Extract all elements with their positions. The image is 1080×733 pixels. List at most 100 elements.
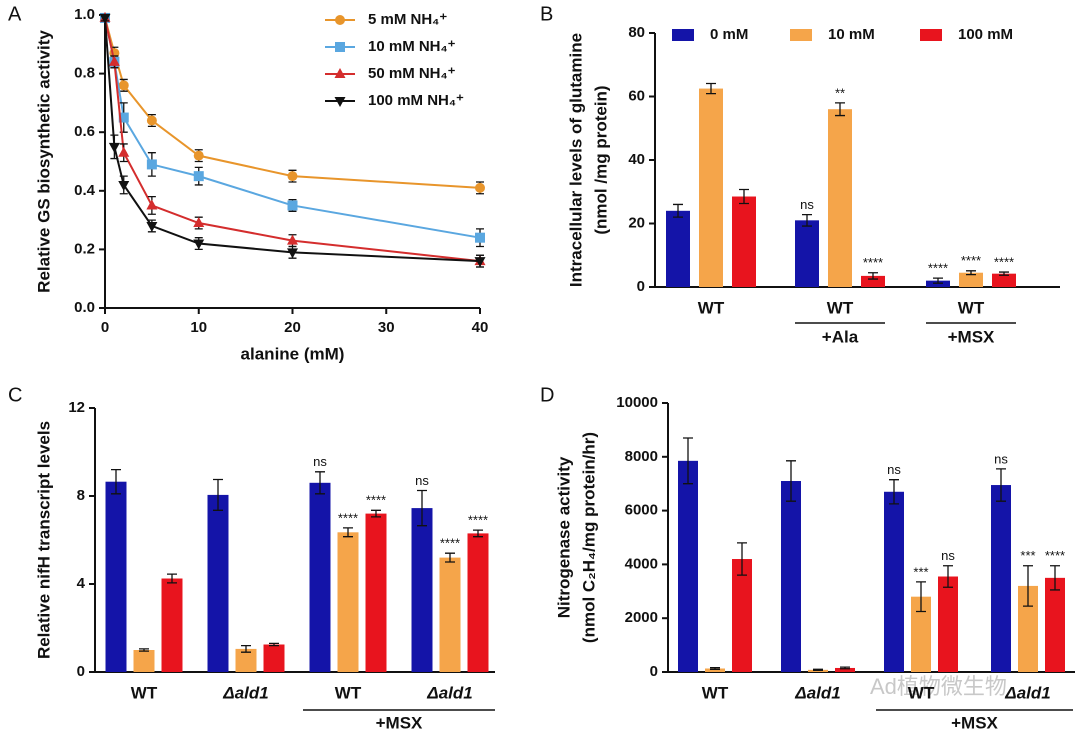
- y-axis-label: Intracellular levels of glutamine: [566, 33, 585, 287]
- error-bar: [802, 213, 812, 227]
- error-bar: [996, 468, 1006, 502]
- bar: [105, 481, 127, 672]
- error-bar: [786, 460, 796, 502]
- error-bar: [167, 573, 177, 584]
- marker: [287, 234, 298, 245]
- significance-label: ***: [913, 564, 928, 579]
- marker: [108, 55, 120, 66]
- panel-letter: B: [540, 3, 553, 25]
- x-tick-label: WT: [827, 298, 854, 317]
- significance-label: ****: [863, 255, 883, 270]
- error-bar: [835, 102, 845, 117]
- y-axis-label: (nmol C₂H₄/mg protein/hr): [579, 432, 598, 643]
- bar: [861, 275, 885, 287]
- legend-label: 50 mM NH₄⁺: [368, 65, 456, 82]
- bar: [678, 460, 698, 672]
- y-tick-label: 0: [77, 663, 85, 680]
- x-tick-label: WT: [131, 683, 158, 702]
- bar: [161, 578, 183, 672]
- y-tick-label: 1.0: [74, 6, 95, 23]
- marker: [474, 257, 486, 268]
- bar: [365, 513, 387, 672]
- error-bar: [943, 565, 953, 588]
- y-axis-label: (nmol /mg protein): [591, 85, 610, 234]
- significance-label: ****: [1045, 548, 1065, 563]
- y-tick-label: 0.8: [74, 65, 95, 82]
- x-tick-label: 20: [284, 319, 301, 336]
- significance-label: ns: [941, 548, 955, 563]
- error-bar: [889, 479, 899, 505]
- error-bar: [966, 270, 976, 276]
- marker: [475, 182, 485, 193]
- x-tick-label: WT: [702, 683, 729, 702]
- error-bar: [1050, 565, 1060, 591]
- y-tick-label: 8000: [625, 448, 658, 465]
- bar: [828, 109, 852, 287]
- legend-label: 0 mM: [710, 26, 748, 43]
- panel-letter: C: [8, 384, 22, 406]
- bar: [439, 557, 461, 672]
- marker: [334, 68, 346, 78]
- significance-label: ****: [994, 255, 1014, 270]
- y-tick-label: 80: [628, 24, 645, 41]
- marker: [287, 200, 298, 211]
- x-tick-label: 40: [472, 319, 489, 336]
- error-bar: [933, 277, 943, 284]
- marker: [193, 239, 205, 250]
- error-bar: [371, 509, 381, 518]
- error-bar: [916, 581, 926, 613]
- bar: [884, 491, 904, 672]
- significance-label: ns: [800, 197, 814, 212]
- legend-label: 100 mM NH₄⁺: [368, 92, 464, 109]
- y-tick-label: 4000: [625, 555, 658, 572]
- marker: [118, 180, 130, 191]
- error-bar: [473, 529, 483, 538]
- error-bar: [999, 271, 1009, 276]
- marker: [146, 115, 157, 126]
- y-tick-label: 0.2: [74, 240, 95, 257]
- legend-label: 5 mM NH₄⁺: [368, 11, 447, 28]
- legend-label: 10 mM NH₄⁺: [368, 38, 456, 55]
- marker: [193, 217, 205, 228]
- x-sublabel: +Ala: [822, 327, 859, 346]
- significance-label: **: [835, 85, 845, 100]
- x-tick-label: WT: [958, 298, 985, 317]
- significance-label: ****: [468, 513, 488, 528]
- bar: [781, 481, 801, 672]
- significance-label: ns: [887, 462, 901, 477]
- error-bar: [739, 188, 749, 205]
- bar: [467, 533, 489, 672]
- marker: [108, 142, 120, 153]
- x-tick-label: Δald1: [426, 683, 472, 702]
- bar: [992, 273, 1016, 287]
- y-tick-label: 2000: [625, 609, 658, 626]
- significance-label: ns: [313, 454, 327, 469]
- marker: [334, 97, 346, 107]
- bar: [732, 196, 756, 287]
- significance-label: ****: [366, 493, 386, 508]
- y-tick-label: 0.4: [74, 182, 96, 199]
- y-tick-label: 0.6: [74, 123, 95, 140]
- x-tick-label: 0: [101, 319, 109, 336]
- bar: [705, 668, 725, 672]
- error-bar: [1023, 565, 1033, 607]
- marker: [146, 159, 157, 170]
- marker: [99, 13, 111, 24]
- bar: [309, 482, 331, 672]
- legend-label: 10 mM: [828, 26, 875, 43]
- y-tick-label: 10000: [616, 394, 658, 411]
- legend-swatch: [672, 29, 694, 41]
- error-bar: [315, 471, 325, 495]
- bar: [263, 644, 285, 672]
- y-tick-label: 6000: [625, 502, 658, 519]
- y-tick-label: 12: [68, 399, 85, 416]
- y-tick-label: 60: [628, 87, 645, 104]
- error-bar: [139, 648, 149, 652]
- marker: [335, 42, 345, 52]
- legend-label: 100 mM: [958, 26, 1013, 43]
- error-bar: [241, 644, 251, 653]
- x-tick-label: WT: [335, 683, 362, 702]
- watermark: Ad植物微生物: [870, 674, 1007, 699]
- panel-letter: D: [540, 384, 554, 406]
